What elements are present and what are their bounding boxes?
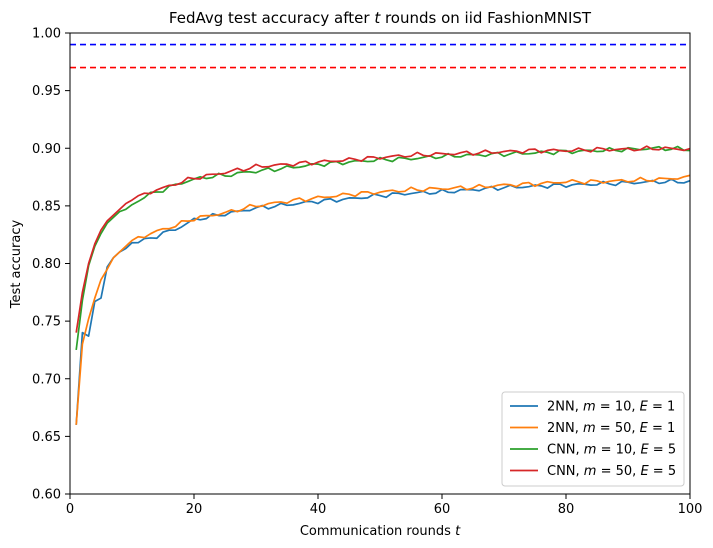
series-lines bbox=[75, 145, 691, 425]
text-segment: = 1 bbox=[648, 400, 675, 415]
text-segment: 2NN, bbox=[547, 421, 583, 436]
text-segment: = 10, bbox=[596, 443, 640, 458]
text-segment: rounds on iid FashionMNIST bbox=[380, 9, 592, 27]
text-segment: = 50, bbox=[596, 464, 640, 479]
math-symbol: m bbox=[584, 464, 597, 479]
x-tick-label: 20 bbox=[186, 502, 203, 517]
y-tick-label: 0.75 bbox=[32, 315, 61, 330]
legend-box bbox=[501, 391, 685, 487]
math-symbol: m bbox=[584, 443, 597, 458]
y-tick-label: 0.95 bbox=[32, 84, 61, 99]
text-segment: Communication rounds bbox=[300, 524, 455, 539]
text-segment: CNN, bbox=[547, 464, 584, 479]
y-tick-label: 1.00 bbox=[32, 27, 61, 42]
text-segment: = 50, bbox=[596, 421, 640, 436]
y-axis-label: Test accuracy bbox=[9, 220, 24, 310]
math-symbol: E bbox=[640, 443, 649, 458]
series-line-0 bbox=[75, 178, 691, 425]
x-tick-label: 100 bbox=[678, 502, 703, 517]
math-symbol: E bbox=[640, 464, 649, 479]
y-tick-label: 0.60 bbox=[32, 488, 61, 503]
math-symbol: t bbox=[455, 524, 461, 539]
x-axis-label: Communication rounds t bbox=[300, 524, 461, 539]
math-symbol: t bbox=[374, 9, 381, 27]
y-tick-label: 0.70 bbox=[32, 372, 61, 387]
text-segment: FedAvg test accuracy after bbox=[169, 9, 374, 27]
text-segment: = 10, bbox=[596, 400, 640, 415]
x-axis-ticks: 0 20 40 60 80 100 bbox=[66, 494, 703, 517]
legend-label-3: CNN, m = 50, E = 5 bbox=[547, 464, 676, 479]
math-symbol: E bbox=[640, 400, 649, 415]
math-symbol: m bbox=[583, 421, 596, 436]
series-line-1 bbox=[75, 174, 691, 425]
text-segment: CNN, bbox=[547, 443, 584, 458]
text-segment: = 5 bbox=[649, 464, 676, 479]
math-symbol: m bbox=[583, 400, 596, 415]
x-tick-label: 40 bbox=[310, 502, 327, 517]
legend-label-2: CNN, m = 10, E = 5 bbox=[547, 443, 676, 458]
y-tick-label: 0.90 bbox=[32, 142, 61, 157]
text-segment: = 5 bbox=[649, 443, 676, 458]
y-tick-label: 0.65 bbox=[32, 430, 61, 445]
legend-label-1: 2NN, m = 50, E = 1 bbox=[547, 421, 675, 436]
y-tick-label: 0.85 bbox=[32, 199, 61, 214]
legend-label-0: 2NN, m = 10, E = 1 bbox=[547, 400, 675, 415]
y-axis-ticks: 0.60 0.65 0.70 0.75 0.80 0.85 0.90 0.95 1.00 bbox=[32, 27, 70, 503]
text-segment: = 1 bbox=[648, 421, 675, 436]
series-line-3 bbox=[75, 145, 691, 333]
text-segment: 2NN, bbox=[547, 400, 583, 415]
chart-title: FedAvg test accuracy after t rounds on i… bbox=[169, 9, 592, 27]
math-symbol: E bbox=[640, 421, 649, 436]
x-tick-label: 0 bbox=[66, 502, 74, 517]
reference-lines bbox=[70, 43, 690, 69]
y-tick-label: 0.80 bbox=[32, 257, 61, 272]
x-tick-label: 60 bbox=[434, 502, 451, 517]
x-tick-label: 80 bbox=[558, 502, 575, 517]
